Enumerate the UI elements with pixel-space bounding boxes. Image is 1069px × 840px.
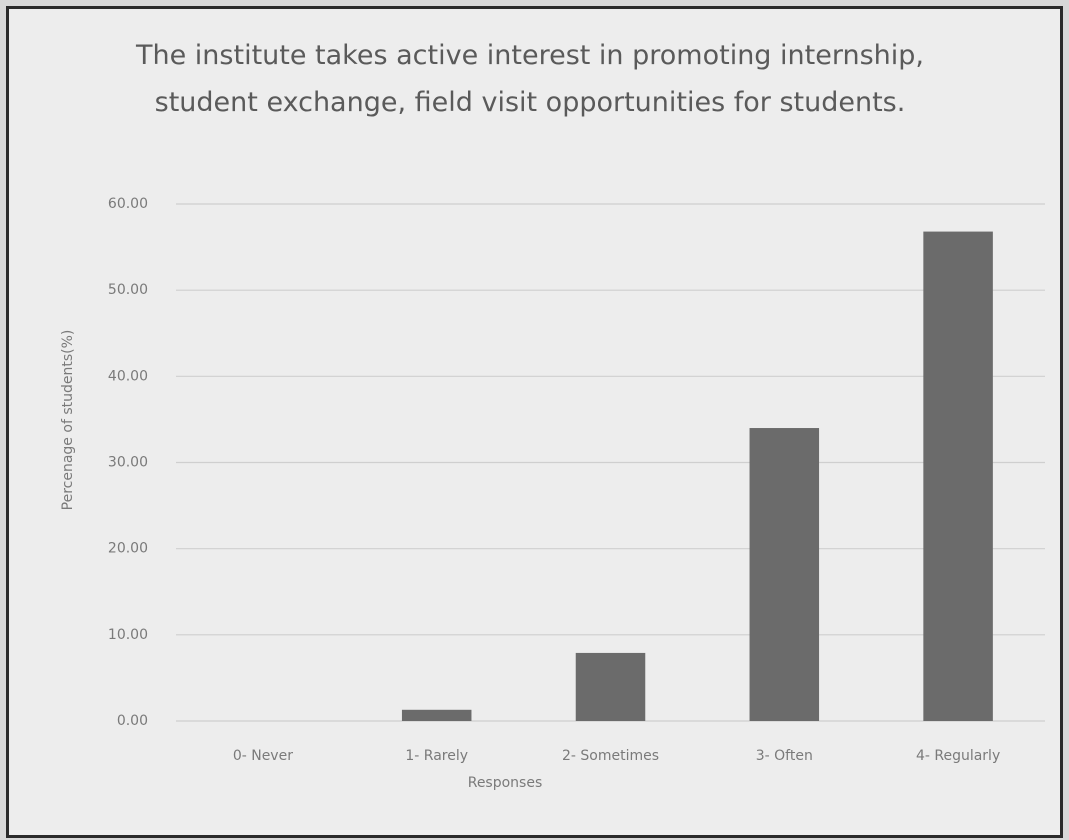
x-tick-label: 2- Sometimes — [562, 748, 659, 764]
x-tick-label: 1- Rarely — [405, 748, 468, 764]
y-tick-label: 20.00 — [108, 541, 148, 557]
y-tick-label: 0.00 — [117, 713, 148, 729]
y-axis-label: Percenage of students(%) — [60, 330, 76, 511]
y-tick-label: 10.00 — [108, 627, 148, 643]
bar — [749, 428, 820, 721]
bar — [401, 709, 472, 721]
x-tick-label: 0- Never — [233, 748, 293, 764]
x-tick-label: 4- Regularly — [916, 748, 1000, 764]
x-tick-label: 3- Often — [756, 748, 813, 764]
x-axis-label: Responses — [468, 775, 543, 791]
chart-frame — [6, 6, 1063, 838]
bar — [923, 231, 993, 721]
chart-title: The institute takes active interest in p… — [136, 40, 924, 118]
y-tick-label: 40.00 — [108, 368, 148, 384]
y-tick-label: 50.00 — [108, 282, 148, 298]
bar — [575, 652, 646, 721]
y-tick-label: 30.00 — [108, 455, 148, 471]
y-tick-label: 60.00 — [108, 196, 148, 212]
